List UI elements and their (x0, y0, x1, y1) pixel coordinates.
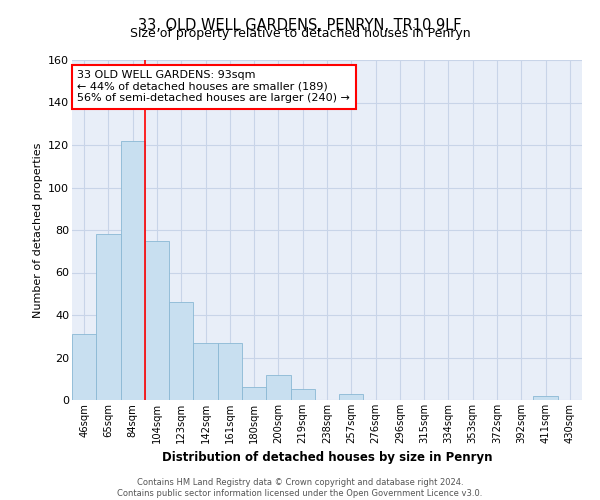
Bar (193, 342, 218, 400)
Bar (96, 234, 121, 400)
Bar (169, 302, 193, 400)
X-axis label: Distribution of detached houses by size in Penryn: Distribution of detached houses by size … (162, 452, 492, 464)
Bar (242, 387, 266, 400)
Bar (339, 394, 364, 400)
Text: 33, OLD WELL GARDENS, PENRYN, TR10 9LF: 33, OLD WELL GARDENS, PENRYN, TR10 9LF (138, 18, 462, 32)
Y-axis label: Number of detached properties: Number of detached properties (32, 142, 43, 318)
Text: Size of property relative to detached houses in Penryn: Size of property relative to detached ho… (130, 28, 470, 40)
Bar (72, 334, 96, 400)
Bar (533, 396, 558, 400)
Bar (145, 240, 169, 400)
Bar (266, 374, 290, 400)
Text: Contains HM Land Registry data © Crown copyright and database right 2024.
Contai: Contains HM Land Registry data © Crown c… (118, 478, 482, 498)
Bar (218, 342, 242, 400)
Text: 33 OLD WELL GARDENS: 93sqm
← 44% of detached houses are smaller (189)
56% of sem: 33 OLD WELL GARDENS: 93sqm ← 44% of deta… (77, 70, 350, 103)
Bar (290, 390, 315, 400)
Bar (121, 141, 145, 400)
